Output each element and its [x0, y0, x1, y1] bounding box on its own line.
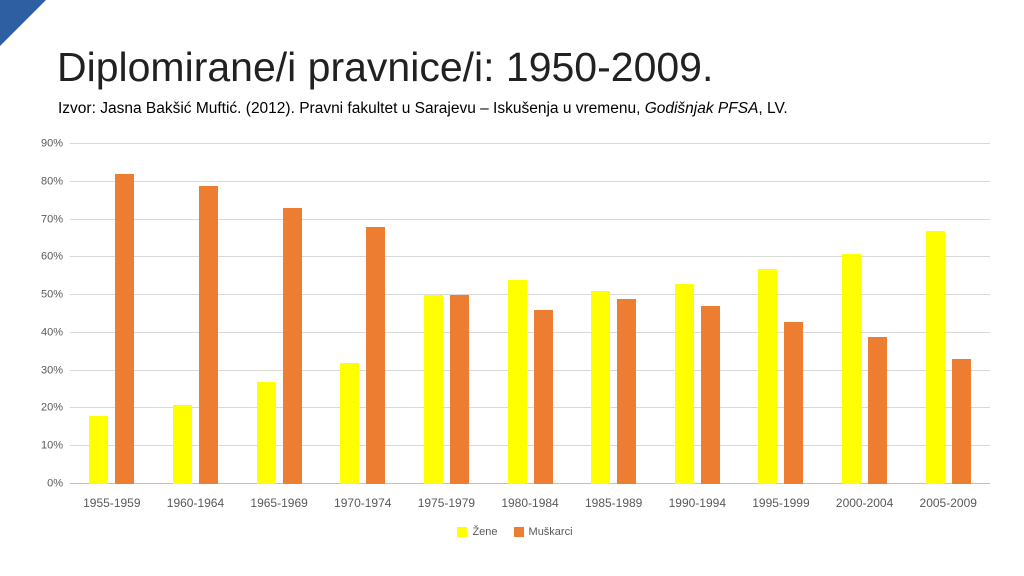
bar-group — [70, 144, 154, 484]
gridline — [70, 143, 990, 144]
subtitle-volume-text: , LV. — [758, 100, 788, 117]
x-axis-label: 1980-1984 — [501, 496, 559, 510]
bar-zene — [423, 295, 443, 484]
y-tick-label: 20% — [40, 401, 63, 414]
bar-muskarci — [198, 185, 218, 484]
bar-group — [405, 144, 489, 484]
y-tick-label: 40% — [40, 326, 63, 339]
gridline — [70, 407, 990, 409]
gridline — [70, 180, 990, 182]
bar-zene — [340, 363, 360, 484]
bar-zene — [842, 253, 862, 484]
bar-group — [237, 144, 321, 484]
y-tick-label: 50% — [40, 288, 63, 301]
slide-title: Diplomirane/i pravnice/i: 1950-2009. — [57, 44, 714, 90]
x-axis-label: 2000-2004 — [835, 496, 894, 510]
legend-swatch-zene — [457, 527, 468, 537]
bar-group — [488, 144, 572, 484]
bar-muskarci — [951, 359, 971, 484]
bar-muskarci — [282, 208, 302, 484]
corner-accent-triangle — [0, 0, 46, 46]
bar-group — [321, 144, 405, 484]
subtitle-source-text: Izvor: Jasna Bakšić Muftić. (2012). Prav… — [58, 100, 645, 117]
legend-item-zene: Žene — [457, 526, 498, 538]
legend-swatch-muskarci — [513, 527, 524, 537]
subtitle-journal-name: Godišnjak PFSA — [644, 100, 759, 117]
bar-chart: 0% 10% 20% 30% 40% 50% 60% 70% 80% 90% 1955-1959 1… — [36, 138, 994, 546]
y-tick-label: 10% — [40, 439, 63, 452]
bar-group — [572, 144, 656, 484]
bar-muskarci — [449, 295, 469, 484]
bar-muskarci — [366, 227, 386, 484]
legend-label: Žene — [472, 526, 498, 538]
bar-zene — [758, 268, 778, 484]
x-axis-label: 1975-1979 — [417, 496, 476, 510]
gridline — [70, 256, 990, 258]
x-axis-label: 2005-2009 — [919, 496, 977, 510]
bar-zene — [925, 230, 945, 484]
x-axis-label: 1960-1964 — [166, 496, 225, 510]
bar-group — [739, 144, 823, 484]
bar-zene — [256, 382, 276, 484]
y-tick-label: 80% — [40, 175, 63, 188]
y-tick-label: 70% — [40, 213, 63, 226]
bar-group — [906, 144, 990, 484]
x-axis-line — [70, 483, 990, 484]
bar-muskarci — [533, 310, 553, 484]
bar-muskarci — [868, 336, 888, 484]
bar-zene — [591, 291, 611, 484]
bar-zene — [172, 404, 192, 484]
y-tick-label: 30% — [40, 364, 63, 377]
plot-area: 0% 10% 20% 30% 40% 50% 60% 70% 80% 90% — [41, 138, 990, 489]
bar-zene — [507, 280, 527, 484]
x-axis-label: 1965-1969 — [250, 496, 308, 510]
x-axis-label: 1995-1999 — [752, 496, 810, 510]
legend-label: Muškarci — [528, 526, 573, 538]
gridline — [70, 331, 990, 333]
bar-group — [823, 144, 907, 484]
x-axis-label: 1955-1959 — [83, 496, 141, 510]
bar-muskarci — [115, 174, 135, 484]
bar-muskarci — [700, 306, 720, 484]
gridline — [70, 445, 990, 447]
gridline — [70, 294, 990, 296]
x-axis-label: 1985-1989 — [584, 496, 643, 510]
bar-muskarci — [617, 298, 637, 484]
bar-muskarci — [784, 321, 804, 484]
x-axis-label: 1990-1994 — [668, 496, 726, 510]
x-axis-label: 1970-1974 — [334, 496, 392, 510]
bar-zene — [674, 283, 694, 484]
x-axis-labels: 1955-1959 1960-1964 1965-1969 1970-1974 1975… — [70, 496, 990, 510]
bar-group — [154, 144, 238, 484]
bar-groups — [70, 144, 990, 484]
slide-subtitle: Izvor: Jasna Bakšić Muftić. (2012). Prav… — [58, 100, 788, 118]
chart-legend: Žene Muškarci — [36, 526, 994, 538]
gridline — [70, 369, 990, 371]
bar-group — [655, 144, 739, 484]
bar-zene — [89, 416, 109, 484]
y-tick-label: 90% — [40, 137, 63, 150]
gridline — [70, 218, 990, 220]
y-tick-label: 60% — [40, 250, 63, 263]
legend-item-muskarci: Muškarci — [513, 526, 573, 538]
y-tick-label: 0% — [47, 477, 63, 490]
